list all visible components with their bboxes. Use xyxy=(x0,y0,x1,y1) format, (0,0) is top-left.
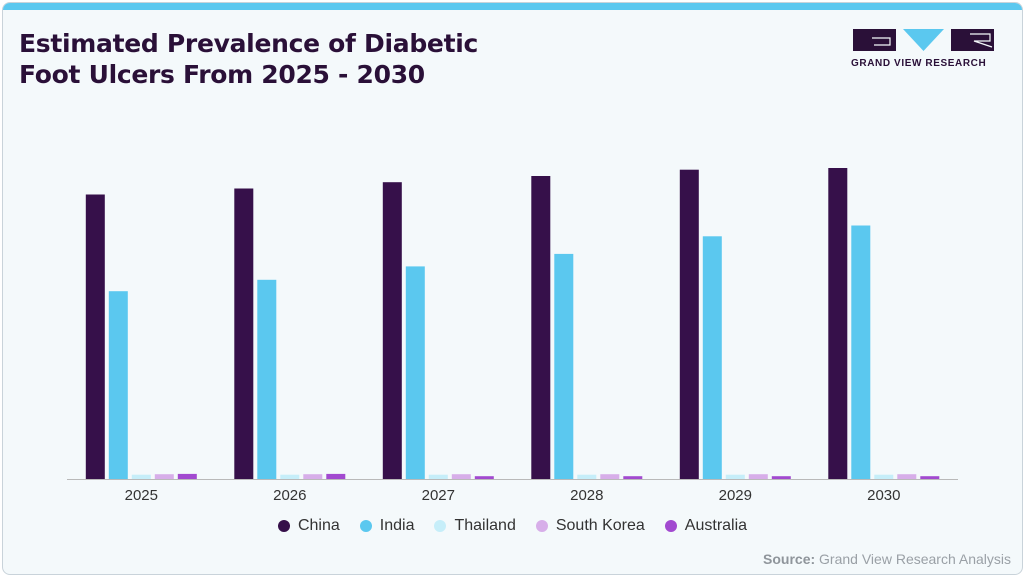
legend-label-south-korea: South Korea xyxy=(555,517,645,534)
logo-text: GRAND VIEW RESEARCH xyxy=(851,58,987,69)
bar-china-2028 xyxy=(531,176,551,479)
x-tick-label-2028: 2028 xyxy=(570,487,603,504)
bar-australia-2030 xyxy=(920,476,940,479)
logo-r-mark xyxy=(970,33,993,48)
bar-australia-2029 xyxy=(771,476,791,479)
legend-item-india: India xyxy=(359,517,415,535)
bar-australia-2025 xyxy=(177,473,197,479)
legend-dot-australia xyxy=(664,520,677,532)
x-tick-label-2029: 2029 xyxy=(719,487,752,504)
chart-title-line-2: Foot Ulcers From 2025 - 2030 xyxy=(19,60,425,89)
bar-south-korea-2030 xyxy=(897,474,917,479)
legend-dot-thailand xyxy=(434,520,447,532)
bar-china-2030 xyxy=(828,168,848,479)
x-tick-label-2025: 2025 xyxy=(125,487,158,504)
bar-australia-2026 xyxy=(326,473,346,479)
source-note: Source: Grand View Research Analysis xyxy=(763,551,1011,567)
bar-india-2027 xyxy=(405,266,425,479)
bar-china-2027 xyxy=(382,182,402,479)
bar-thailand-2025 xyxy=(131,474,151,479)
bar-south-korea-2028 xyxy=(600,474,620,479)
bar-india-2030 xyxy=(851,225,871,479)
bar-south-korea-2026 xyxy=(303,474,323,479)
legend-label-thailand: Thailand xyxy=(454,517,516,534)
bar-india-2028 xyxy=(554,253,574,479)
source-label: Source: xyxy=(763,551,816,567)
bar-india-2029 xyxy=(702,236,722,479)
bar-india-2026 xyxy=(257,279,277,479)
source-text: Grand View Research Analysis xyxy=(819,551,1011,567)
legend-label-china: China xyxy=(297,517,340,534)
bars-group xyxy=(85,168,940,479)
legend: China India Thailand South Korea Australia xyxy=(0,517,1025,535)
bar-south-korea-2027 xyxy=(451,474,471,479)
legend-dot-south-korea xyxy=(535,520,548,532)
chart-title-line-1: Estimated Prevalence of Diabetic xyxy=(19,29,479,58)
bar-australia-2028 xyxy=(623,476,643,479)
legend-item-australia: Australia xyxy=(664,517,748,535)
legend-item-thailand: Thailand xyxy=(434,517,516,535)
bar-thailand-2029 xyxy=(725,474,745,479)
x-axis-ticks: 2025 2026 2027 2028 2029 2030 xyxy=(125,487,901,504)
legend-dot-india xyxy=(359,520,372,532)
bar-thailand-2027 xyxy=(428,474,448,479)
chart-title: Estimated Prevalence of Diabetic Foot Ul… xyxy=(19,28,478,90)
bar-china-2029 xyxy=(679,169,699,479)
grand-view-research-logo xyxy=(853,29,994,51)
legend-dot-china xyxy=(277,520,290,532)
x-tick-label-2026: 2026 xyxy=(273,487,306,504)
bar-australia-2027 xyxy=(474,476,494,479)
bar-india-2025 xyxy=(108,291,128,479)
bar-thailand-2028 xyxy=(577,474,597,479)
logo-v-triangle xyxy=(903,29,944,51)
bar-thailand-2026 xyxy=(280,474,300,479)
legend-label-australia: Australia xyxy=(684,517,748,534)
logo-g-mark xyxy=(872,37,891,46)
legend-label-india: India xyxy=(379,517,415,534)
bar-south-korea-2029 xyxy=(748,474,768,479)
bar-china-2026 xyxy=(234,188,254,479)
legend-item-south-korea: South Korea xyxy=(535,517,645,535)
legend-item-china: China xyxy=(277,517,340,535)
bar-china-2025 xyxy=(85,194,105,479)
bar-thailand-2030 xyxy=(874,474,894,479)
bar-south-korea-2025 xyxy=(154,474,174,479)
x-tick-label-2030: 2030 xyxy=(867,487,900,504)
top-accent-bar xyxy=(3,3,1022,10)
x-tick-label-2027: 2027 xyxy=(422,487,455,504)
